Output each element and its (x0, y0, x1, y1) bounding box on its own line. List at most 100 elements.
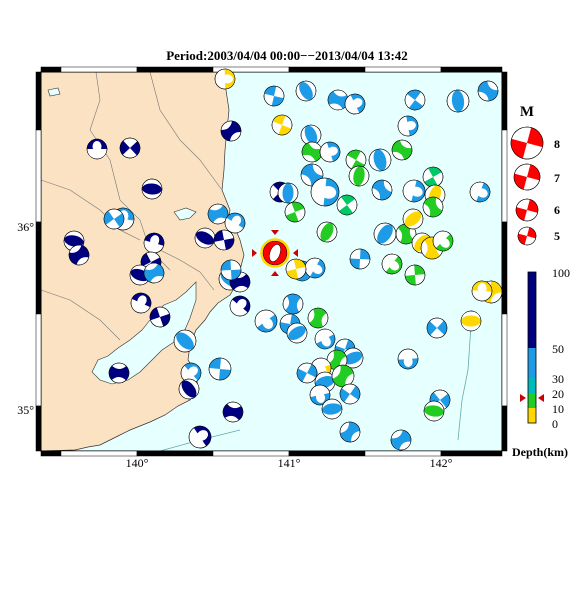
depth-band-10-20 (528, 393, 536, 408)
map-title: Period:2003/04/04 00:00−−2013/04/04 13:4… (166, 48, 408, 63)
depth-band-0-10 (528, 408, 536, 423)
mechanism-event (296, 362, 318, 384)
depth-legend: 100 50 30 20 10 0 Depth(km) (512, 266, 570, 459)
lon-tick-141: 141° (278, 456, 301, 470)
mechanism-event (426, 317, 448, 339)
mechanism-event (390, 429, 412, 451)
depth-marker (520, 394, 544, 402)
mechanism-event (213, 229, 235, 251)
mechanism-event (222, 401, 244, 423)
depth-tick-20: 20 (552, 387, 564, 401)
lon-tick-140: 140° (126, 456, 149, 470)
magnitude-label-5: 5 (554, 229, 560, 243)
depth-band-50-100 (528, 272, 536, 348)
magnitude-label-6: 6 (554, 203, 560, 217)
mechanism-event (254, 309, 278, 333)
mechanism-event (423, 400, 445, 422)
mechanism-event (397, 115, 419, 137)
mechanism-event (119, 137, 141, 159)
mechanism-event (63, 230, 85, 252)
mechanism-event (263, 85, 285, 107)
magnitude-legend-heading: M (520, 104, 534, 120)
mechanism-event (307, 307, 329, 329)
mechanism-event (68, 244, 90, 266)
mechanism-event (402, 208, 424, 230)
mechanism-event (286, 322, 308, 344)
magnitude-legend: M 8 7 6 5 (510, 104, 560, 246)
magnitude-legend-symbol (515, 198, 539, 222)
mechanism-event (336, 194, 358, 216)
mechanism-event (348, 165, 370, 187)
mechanism-events (63, 68, 503, 451)
frame-checkerboard (35, 66, 508, 457)
depth-tick-0: 0 (552, 417, 558, 431)
mechanism-event (277, 182, 299, 204)
mechanism-event (381, 253, 403, 275)
mechanism-event (339, 421, 361, 443)
mechanism-event (141, 178, 163, 200)
magnitude-legend-symbol (513, 163, 541, 191)
mechanism-event (432, 230, 454, 252)
mechanism-event (471, 280, 493, 302)
mechanism-event (404, 89, 426, 111)
mechanism-event (301, 141, 323, 163)
mechanism-event (173, 329, 197, 353)
mechanism-event (371, 179, 393, 201)
mechanism-event (349, 248, 371, 270)
mechanism-event (422, 166, 444, 188)
mechanism-event (368, 148, 392, 172)
mechanism-event (477, 80, 499, 102)
mechanism-event (316, 221, 338, 243)
mechanism-event (342, 347, 364, 369)
mechanism-event (321, 398, 343, 420)
mechanism-event (130, 292, 152, 314)
mechanism-event (208, 357, 232, 381)
mechanism-event (460, 310, 482, 332)
magnitude-legend-symbol (517, 226, 537, 246)
mechanism-event (373, 222, 397, 246)
mechanism-event (319, 141, 341, 163)
mechanism-event (300, 124, 322, 146)
mechanism-event (224, 212, 246, 234)
mechanism-event (284, 201, 306, 223)
mechanism-event (214, 68, 236, 90)
mechanism-event (314, 328, 336, 350)
mechanism-event (149, 306, 171, 328)
highlight-event (252, 230, 298, 276)
depth-tick-30: 30 (552, 372, 564, 386)
mechanism-event (108, 362, 130, 384)
mechanism-event (143, 232, 165, 254)
mechanism-event (339, 383, 361, 405)
mechanism-event (143, 262, 165, 284)
magnitude-legend-symbol (510, 126, 544, 160)
mechanism-event (304, 257, 326, 279)
mechanism-event (331, 364, 355, 388)
mechanism-event (220, 120, 242, 142)
mechanism-event (194, 227, 216, 249)
lat-tick-36: 36° (17, 220, 34, 234)
mechanism-event (180, 362, 202, 384)
lat-tick-35: 35° (17, 403, 34, 417)
mechanism-event (103, 208, 125, 230)
magnitude-label-7: 7 (554, 171, 560, 185)
mechanism-event (285, 258, 307, 280)
lake-small (47, 87, 61, 97)
magnitude-label-8: 8 (554, 137, 560, 151)
mechanism-event (86, 138, 108, 160)
mechanism-event (188, 425, 212, 449)
lake (173, 207, 197, 221)
depth-tick-100: 100 (552, 266, 570, 280)
lon-tick-142: 142° (430, 456, 453, 470)
mechanism-event (469, 181, 491, 203)
mechanism-event (391, 139, 413, 161)
mechanism-event (402, 179, 426, 203)
mechanism-event (220, 259, 242, 281)
mechanism-event (327, 89, 349, 111)
mechanism-event (446, 89, 470, 113)
depth-band-30-50 (528, 348, 536, 378)
mechanism-event (344, 93, 366, 115)
mechanism-event (207, 203, 229, 225)
depth-tick-50: 50 (552, 342, 564, 356)
mechanism-event (178, 378, 200, 400)
